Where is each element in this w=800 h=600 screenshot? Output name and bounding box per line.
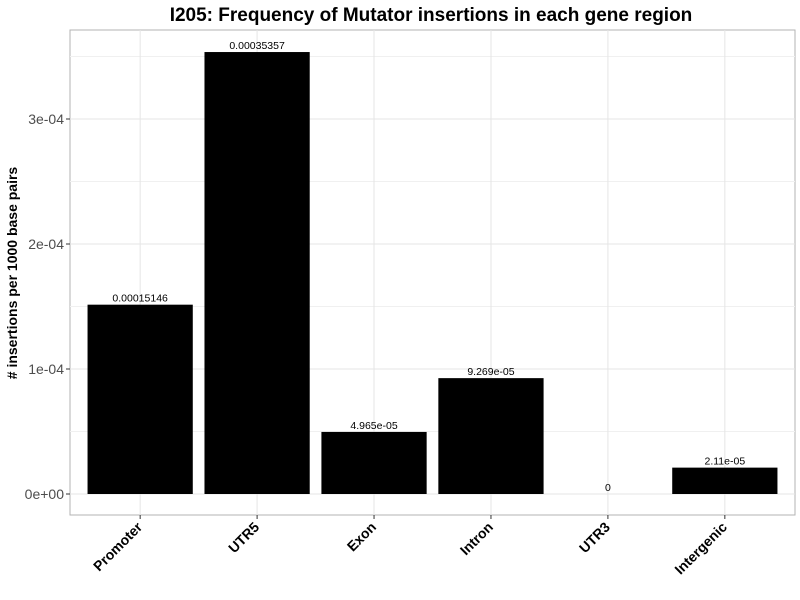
data-label: 2.11e-05	[704, 456, 745, 468]
bars	[87, 52, 778, 494]
data-label: 0.00035357	[229, 40, 285, 52]
x-tick-label: UTR5	[225, 519, 262, 556]
y-tick-label: 1e-04	[28, 361, 64, 377]
x-tick-label: Intron	[457, 519, 496, 558]
data-label: 0	[605, 482, 611, 494]
x-axis: Promoter UTR5 Exon Intron UTR3 Intergenic	[90, 515, 730, 577]
x-tick-label: Intergenic	[671, 519, 730, 578]
x-tick-label: Exon	[344, 519, 380, 555]
x-tick-label: UTR3	[576, 519, 613, 556]
bar-intron	[438, 378, 544, 494]
bar-promoter	[87, 304, 193, 494]
data-labels: 0.00015146 0.00035357 4.965e-05 9.269e-05 0 2…	[112, 40, 745, 494]
data-label: 9.269e-05	[467, 366, 514, 378]
chart-title: I205: Frequency of Mutator insertions in…	[170, 5, 693, 26]
y-axis-label: # insertions per 1000 base pairs	[4, 167, 20, 380]
y-tick-label: 3e-04	[28, 111, 64, 127]
y-tick-label: 2e-04	[28, 236, 64, 252]
data-label: 4.965e-05	[350, 420, 397, 432]
x-tick-label: Promoter	[90, 518, 146, 574]
data-label: 0.00015146	[112, 293, 168, 305]
bar-exon	[321, 431, 427, 494]
y-tick-label: 0e+00	[25, 486, 65, 502]
bar-utr5	[204, 52, 310, 494]
y-axis: 0e+00 1e-04 2e-04 3e-04	[25, 111, 70, 502]
bar-intergenic	[672, 467, 778, 494]
